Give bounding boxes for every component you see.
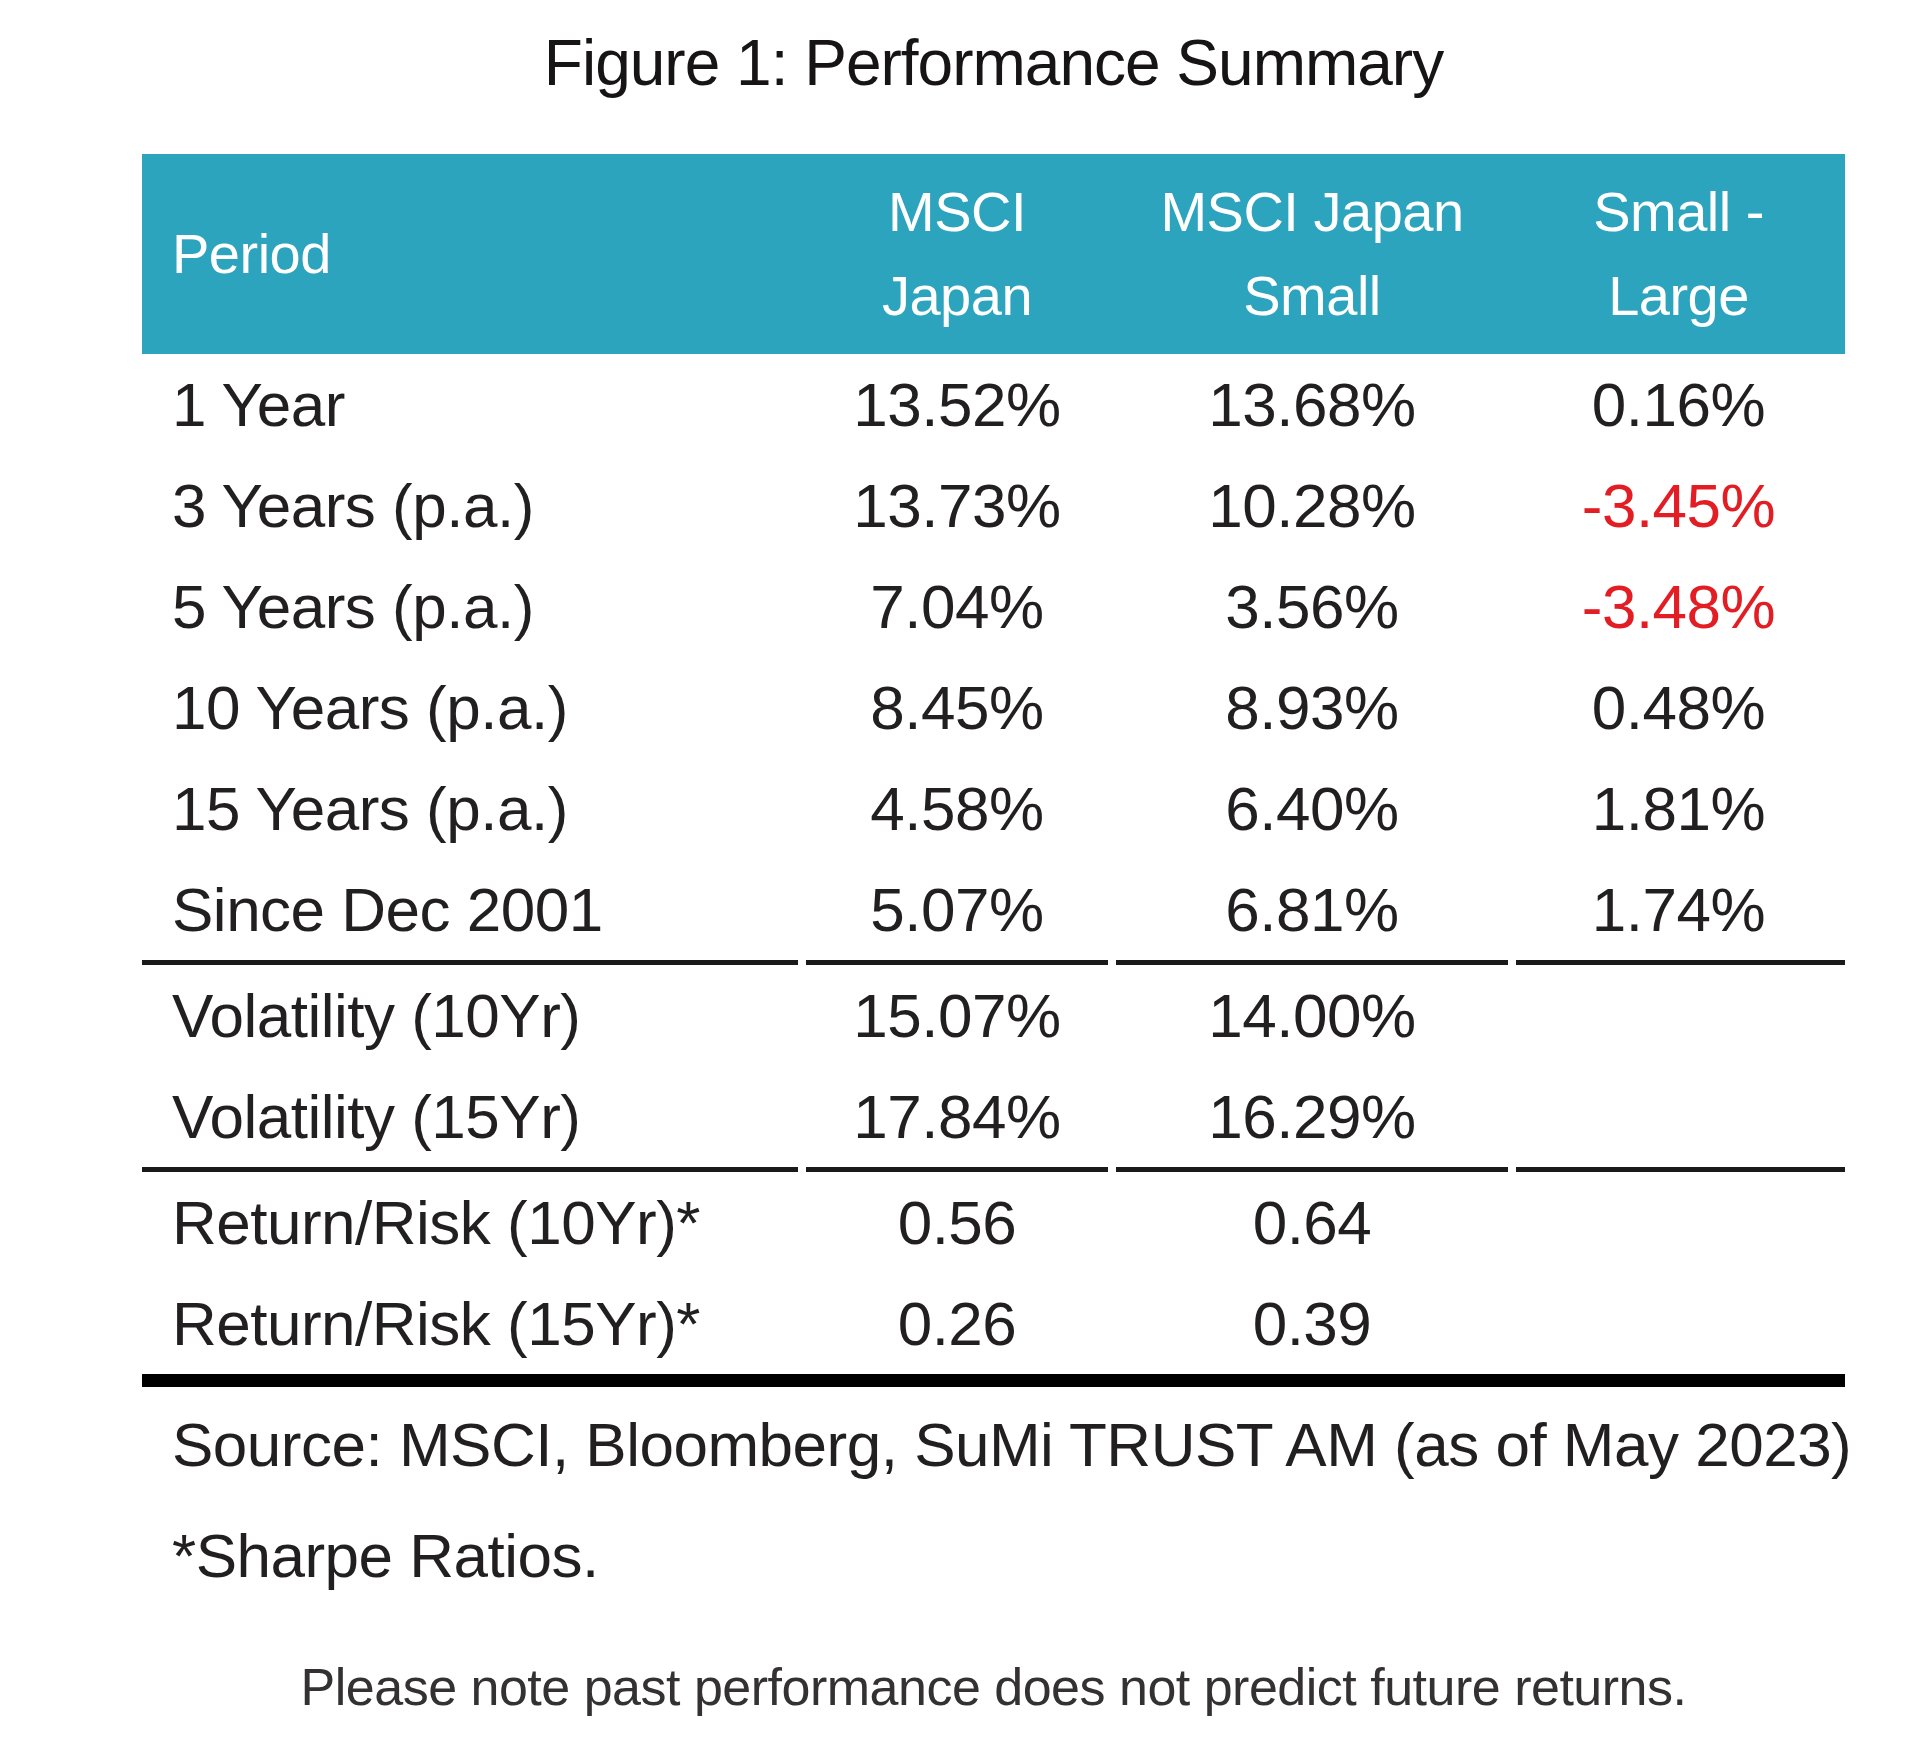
header-line: MSCI Japan: [1160, 170, 1463, 254]
msci-japan-value: 13.52%: [802, 369, 1112, 440]
msci-japan-small-value: 6.40%: [1112, 773, 1512, 844]
table-bottom-rule: [142, 1374, 1845, 1387]
sharpe-ratios-footnote: *Sharpe Ratios.: [142, 1520, 1845, 1591]
small-minus-large-value: 0.16%: [1512, 369, 1845, 440]
msci-japan-value: 0.56: [802, 1187, 1112, 1258]
period-label: Volatility (10Yr): [142, 980, 802, 1051]
column-header-small-minus-large: Small - Large: [1512, 154, 1845, 354]
small-minus-large-value: 0.48%: [1512, 672, 1845, 743]
header-line: MSCI: [888, 170, 1026, 254]
column-header-period: Period: [142, 154, 802, 354]
header-line: Japan: [882, 254, 1032, 338]
table-row: 10 Years (p.a.) 8.45% 8.93% 0.48%: [142, 657, 1845, 758]
msci-japan-small-value: 16.29%: [1112, 1081, 1512, 1152]
period-label: 5 Years (p.a.): [142, 571, 802, 642]
figure-page: Figure 1: Performance Summary Period MSC…: [0, 0, 1920, 1763]
msci-japan-small-value: 13.68%: [1112, 369, 1512, 440]
msci-japan-small-value: 6.81%: [1112, 874, 1512, 945]
period-label: 10 Years (p.a.): [142, 672, 802, 743]
header-line: Small -: [1593, 170, 1764, 254]
divider-segment: [1516, 1167, 1845, 1172]
past-performance-disclaimer: Please note past performance does not pr…: [142, 1657, 1845, 1717]
msci-japan-value: 8.45%: [802, 672, 1112, 743]
section-divider: [142, 1167, 1845, 1172]
column-header-msci-japan-small: MSCI Japan Small: [1112, 154, 1512, 354]
period-label: 15 Years (p.a.): [142, 773, 802, 844]
divider-segment: [1516, 960, 1845, 965]
period-label: 1 Year: [142, 369, 802, 440]
divider-segment: [142, 960, 798, 965]
table-row: 15 Years (p.a.) 4.58% 6.40% 1.81%: [142, 758, 1845, 859]
msci-japan-small-value: 0.64: [1112, 1187, 1512, 1258]
table-row: Return/Risk (15Yr)* 0.26 0.39: [142, 1273, 1845, 1374]
msci-japan-value: 7.04%: [802, 571, 1112, 642]
figure-title: Figure 1: Performance Summary: [142, 26, 1845, 100]
table-row: Volatility (10Yr) 15.07% 14.00%: [142, 965, 1845, 1066]
divider-segment: [1116, 960, 1508, 965]
small-minus-large-value: -3.45%: [1512, 470, 1845, 541]
divider-segment: [142, 1167, 798, 1172]
msci-japan-value: 0.26: [802, 1288, 1112, 1359]
period-label: 3 Years (p.a.): [142, 470, 802, 541]
period-label: Since Dec 2001: [142, 874, 802, 945]
period-label: Volatility (15Yr): [142, 1081, 802, 1152]
divider-segment: [806, 1167, 1108, 1172]
table-header-row: Period MSCI Japan MSCI Japan Small Small…: [142, 154, 1845, 354]
msci-japan-small-value: 14.00%: [1112, 980, 1512, 1051]
small-minus-large-value: -3.48%: [1512, 571, 1845, 642]
header-line: Small: [1243, 254, 1381, 338]
msci-japan-value: 4.58%: [802, 773, 1112, 844]
source-note: Source: MSCI, Bloomberg, SuMi TRUST AM (…: [142, 1409, 1845, 1480]
msci-japan-value: 15.07%: [802, 980, 1112, 1051]
period-label: Return/Risk (10Yr)*: [142, 1187, 802, 1258]
msci-japan-small-value: 8.93%: [1112, 672, 1512, 743]
header-line: Large: [1608, 254, 1749, 338]
section-divider: [142, 960, 1845, 965]
msci-japan-small-value: 0.39: [1112, 1288, 1512, 1359]
small-minus-large-value: 1.74%: [1512, 874, 1845, 945]
performance-summary-table: Period MSCI Japan MSCI Japan Small Small…: [142, 154, 1845, 1717]
table-row: 5 Years (p.a.) 7.04% 3.56% -3.48%: [142, 556, 1845, 657]
divider-segment: [806, 960, 1108, 965]
table-row: Volatility (15Yr) 17.84% 16.29%: [142, 1066, 1845, 1167]
msci-japan-small-value: 10.28%: [1112, 470, 1512, 541]
msci-japan-small-value: 3.56%: [1112, 571, 1512, 642]
table-row: 1 Year 13.52% 13.68% 0.16%: [142, 354, 1845, 455]
table-row: 3 Years (p.a.) 13.73% 10.28% -3.45%: [142, 455, 1845, 556]
table-row: Return/Risk (10Yr)* 0.56 0.64: [142, 1172, 1845, 1273]
period-label: Return/Risk (15Yr)*: [142, 1288, 802, 1359]
table-row: Since Dec 2001 5.07% 6.81% 1.74%: [142, 859, 1845, 960]
small-minus-large-value: 1.81%: [1512, 773, 1845, 844]
column-header-msci-japan: MSCI Japan: [802, 154, 1112, 354]
msci-japan-value: 17.84%: [802, 1081, 1112, 1152]
msci-japan-value: 5.07%: [802, 874, 1112, 945]
msci-japan-value: 13.73%: [802, 470, 1112, 541]
divider-segment: [1116, 1167, 1508, 1172]
